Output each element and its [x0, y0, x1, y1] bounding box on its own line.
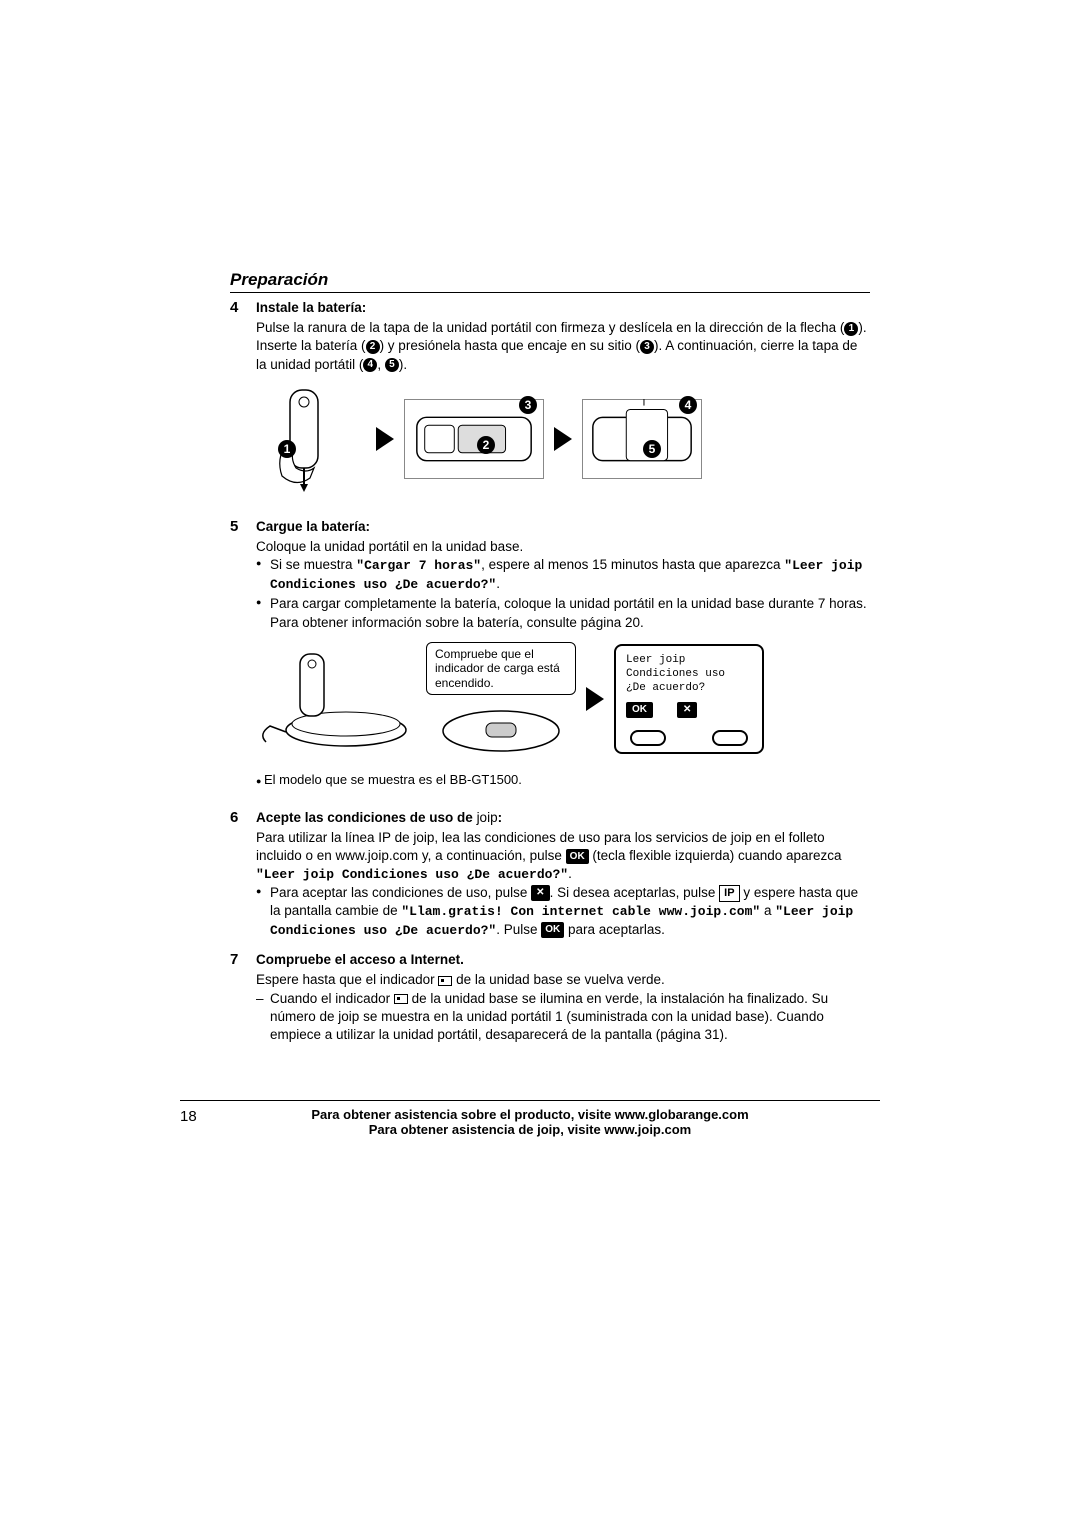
- callout-4-icon: 4: [679, 396, 697, 414]
- battery-tray-illustration: 2 3: [404, 399, 544, 479]
- section-heading: Preparación: [230, 270, 870, 293]
- step-body: Compruebe el acceso a Internet. Espere h…: [256, 951, 870, 1044]
- bullet-item: Para cargar completamente la batería, co…: [256, 595, 870, 631]
- label-2-icon: 2: [366, 340, 380, 354]
- callout-group: Compruebe que el indicador de carga está…: [426, 642, 576, 757]
- step-heading: Acepte las condiciones de uso de joip:: [256, 809, 870, 827]
- callout-3-icon: 3: [519, 396, 537, 414]
- dash-item: Cuando el indicador de la unidad base se…: [256, 990, 870, 1045]
- step-heading: Compruebe el acceso a Internet.: [256, 951, 870, 969]
- ip-key-icon: IP: [719, 885, 739, 902]
- softkeys: [630, 730, 748, 746]
- handset-screen: Leer joip Condiciones uso ¿De acuerdo? O…: [614, 644, 764, 754]
- x-softlabel: ✕: [677, 702, 697, 718]
- step-text: Pulse la ranura de la tapa de la unidad …: [256, 319, 870, 374]
- label-1-icon: 1: [844, 322, 858, 336]
- step-body: Cargue la batería: Coloque la unidad por…: [256, 518, 870, 799]
- step-heading: Cargue la batería:: [256, 518, 870, 536]
- footer-line-2: Para obtener asistencia de joip, visite …: [180, 1122, 880, 1137]
- label-4-icon: 4: [363, 358, 377, 372]
- step-6: 6 Acepte las condiciones de uso de joip:…: [230, 809, 870, 942]
- step-5: 5 Cargue la batería: Coloque la unidad p…: [230, 518, 870, 799]
- model-note: El modelo que se muestra es el BB-GT1500…: [256, 771, 870, 789]
- step-text: Coloque la unidad portátil en la unidad …: [256, 538, 870, 556]
- bullet-list: Para aceptar las condiciones de uso, pul…: [256, 884, 870, 939]
- handset-illustration: 1: [256, 384, 366, 494]
- ok-softlabel: OK: [626, 702, 653, 718]
- base-top-illustration: [436, 701, 566, 757]
- step-heading: Instale la batería:: [256, 299, 870, 317]
- indicator-icon: [438, 976, 452, 986]
- page-footer: Para obtener asistencia sobre el product…: [180, 1100, 880, 1137]
- base-unit-illustration: [256, 644, 416, 754]
- step-text: Para utilizar la línea IP de joip, lea l…: [256, 829, 870, 884]
- dash-list: Cuando el indicador de la unidad base se…: [256, 990, 870, 1045]
- arrow-icon: [554, 427, 572, 451]
- ok-key-icon: OK: [541, 922, 564, 938]
- softkey-left-icon: [630, 730, 666, 746]
- step-body: Acepte las condiciones de uso de joip: P…: [256, 809, 870, 942]
- label-5-icon: 5: [385, 358, 399, 372]
- bullet-item: Si se muestra "Cargar 7 horas", espere a…: [256, 556, 870, 593]
- charge-callout: Compruebe que el indicador de carga está…: [426, 642, 576, 695]
- arrow-icon: [586, 687, 604, 711]
- ok-key-icon: OK: [566, 849, 589, 865]
- step-number: 6: [230, 809, 256, 942]
- figure-charging: Compruebe que el indicador de carga está…: [256, 642, 870, 757]
- step-4: 4 Instale la batería: Pulse la ranura de…: [230, 299, 870, 508]
- step-number: 4: [230, 299, 256, 508]
- battery-cover-illustration: 4 5: [582, 399, 702, 479]
- screen-text: Leer joip Condiciones uso ¿De acuerdo?: [626, 654, 752, 695]
- step-7: 7 Compruebe el acceso a Internet. Espere…: [230, 951, 870, 1044]
- softkey-right-icon: [712, 730, 748, 746]
- x-key-icon: ✕: [531, 885, 549, 901]
- callout-5-icon: 5: [643, 440, 661, 458]
- step-text: Espere hasta que el indicador de la unid…: [256, 971, 870, 989]
- step-number: 5: [230, 518, 256, 799]
- figure-battery-install: 1 2 3: [256, 384, 870, 494]
- bullet-item: Para aceptar las condiciones de uso, pul…: [256, 884, 870, 939]
- bullet-list: Si se muestra "Cargar 7 horas", espere a…: [256, 556, 870, 632]
- callout-2-icon: 2: [477, 436, 495, 454]
- step-body: Instale la batería: Pulse la ranura de l…: [256, 299, 870, 508]
- step-number: 7: [230, 951, 256, 1044]
- arrow-icon: [376, 427, 394, 451]
- label-3-icon: 3: [640, 340, 654, 354]
- footer-line-1: Para obtener asistencia sobre el product…: [180, 1107, 880, 1122]
- manual-page: Preparación 4 Instale la batería: Pulse …: [230, 270, 870, 1054]
- indicator-icon: [394, 994, 408, 1004]
- screen-softlabels: OK ✕: [626, 702, 752, 718]
- callout-1-icon: 1: [278, 440, 296, 458]
